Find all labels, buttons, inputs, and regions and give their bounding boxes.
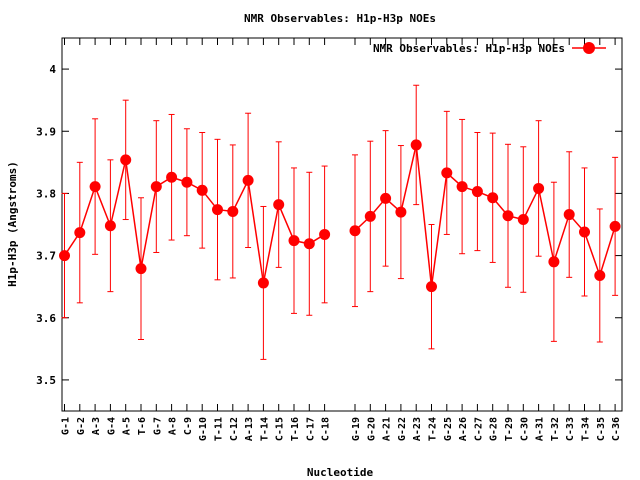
x-tick-label: A-13 xyxy=(244,417,255,441)
x-tick-label: A-23 xyxy=(412,417,423,441)
data-point xyxy=(303,238,315,250)
data-point xyxy=(150,181,162,193)
y-axis-label: H1p-H3p (Angstroms) xyxy=(6,161,19,287)
x-tick-label: T-34 xyxy=(581,417,592,441)
series-line-segment-1 xyxy=(63,159,325,284)
data-point xyxy=(59,250,70,262)
x-tick-label: A-3 xyxy=(91,417,102,435)
data-point xyxy=(594,269,606,281)
x-tick-label: A-31 xyxy=(535,417,546,441)
x-axis-label: Nucleotide xyxy=(307,466,374,479)
x-tick-label: G-10 xyxy=(198,417,209,441)
x-tick-label: T-29 xyxy=(504,417,515,441)
legend-marker xyxy=(583,42,595,54)
data-point xyxy=(487,192,499,204)
data-point xyxy=(227,205,239,217)
data-point xyxy=(288,235,300,247)
x-tick-label: T-14 xyxy=(259,417,270,441)
x-tick-label: G-2 xyxy=(76,417,87,435)
x-tick-label: G-19 xyxy=(351,417,362,441)
data-point xyxy=(135,263,147,275)
chart-title: NMR Observables: H1p-H3p NOEs xyxy=(244,12,436,25)
x-tick-label: T-11 xyxy=(214,417,225,441)
data-point xyxy=(242,174,254,186)
x-tick-label: C-33 xyxy=(565,417,576,441)
data-point xyxy=(364,210,376,222)
data-point xyxy=(89,181,101,193)
x-tick-label: A-21 xyxy=(382,417,393,441)
data-point xyxy=(104,220,116,232)
data-point xyxy=(196,184,208,196)
data-point xyxy=(257,277,269,289)
data-point xyxy=(349,225,361,237)
x-tick-label: A-26 xyxy=(458,417,469,441)
data-point xyxy=(548,256,560,268)
x-tick-label: T-24 xyxy=(428,417,439,441)
y-axis: 3.5 3.6 3.7 3.8 3.9 4 xyxy=(36,63,622,387)
x-tick-label: C-17 xyxy=(305,417,316,441)
x-tick-label: G-28 xyxy=(489,417,500,441)
x-tick-label: C-27 xyxy=(473,417,484,441)
data-point xyxy=(395,206,407,218)
data-point xyxy=(181,176,193,188)
data-point xyxy=(380,192,392,204)
data-point xyxy=(441,167,453,179)
x-axis: G-1 G-2 A-3 G-4 A-5 T-6 G-7 A-8 C-9 G-10 T-11 C-12 A… xyxy=(61,38,622,441)
data-point xyxy=(471,186,483,198)
x-tick-label: T-6 xyxy=(137,417,148,435)
plot-frame xyxy=(61,37,623,412)
x-tick-label: C-35 xyxy=(596,417,607,441)
y-tick-label: 3.5 xyxy=(36,374,56,387)
data-point xyxy=(120,154,132,166)
y-tick-label: 3.6 xyxy=(36,312,56,325)
x-tick-label: G-25 xyxy=(443,417,454,441)
legend: NMR Observables: H1p-H3p NOEs xyxy=(373,42,606,55)
legend-label: NMR Observables: H1p-H3p NOEs xyxy=(373,42,565,55)
x-tick-label: G-22 xyxy=(397,417,408,441)
data-point xyxy=(533,182,545,194)
x-tick-label: T-32 xyxy=(550,417,561,441)
data-point xyxy=(273,199,285,211)
x-tick-label: A-8 xyxy=(168,417,179,435)
x-tick-label: G-7 xyxy=(152,417,163,435)
data-point xyxy=(410,139,422,151)
data-point xyxy=(426,281,437,293)
x-tick-label: C-12 xyxy=(229,417,240,441)
x-tick-label: G-20 xyxy=(366,417,377,441)
series-layer xyxy=(59,84,621,360)
x-tick-label: C-30 xyxy=(519,417,530,441)
data-point xyxy=(502,210,514,222)
y-tick-label: 4 xyxy=(49,63,56,76)
x-tick-label: T-16 xyxy=(290,417,301,441)
x-tick-label: C-15 xyxy=(275,417,286,441)
x-tick-label: G-4 xyxy=(106,417,117,435)
y-tick-label: 3.8 xyxy=(36,187,56,200)
data-point xyxy=(319,228,331,240)
series-line-segment-2 xyxy=(354,144,616,287)
data-point xyxy=(579,226,590,238)
data-point xyxy=(563,209,575,221)
x-tick-label: G-1 xyxy=(61,417,72,435)
y-tick-label: 3.9 xyxy=(36,125,56,138)
data-point xyxy=(212,204,223,216)
x-tick-label: C-9 xyxy=(183,417,194,435)
data-point xyxy=(456,181,468,193)
data-point xyxy=(74,227,86,239)
data-point xyxy=(609,220,621,232)
data-point xyxy=(166,171,178,183)
x-tick-label: C-36 xyxy=(611,417,622,441)
y-tick-label: 3.7 xyxy=(36,250,56,263)
data-point xyxy=(517,214,529,226)
x-tick-label: C-18 xyxy=(321,417,332,441)
x-tick-label: A-5 xyxy=(122,417,133,435)
